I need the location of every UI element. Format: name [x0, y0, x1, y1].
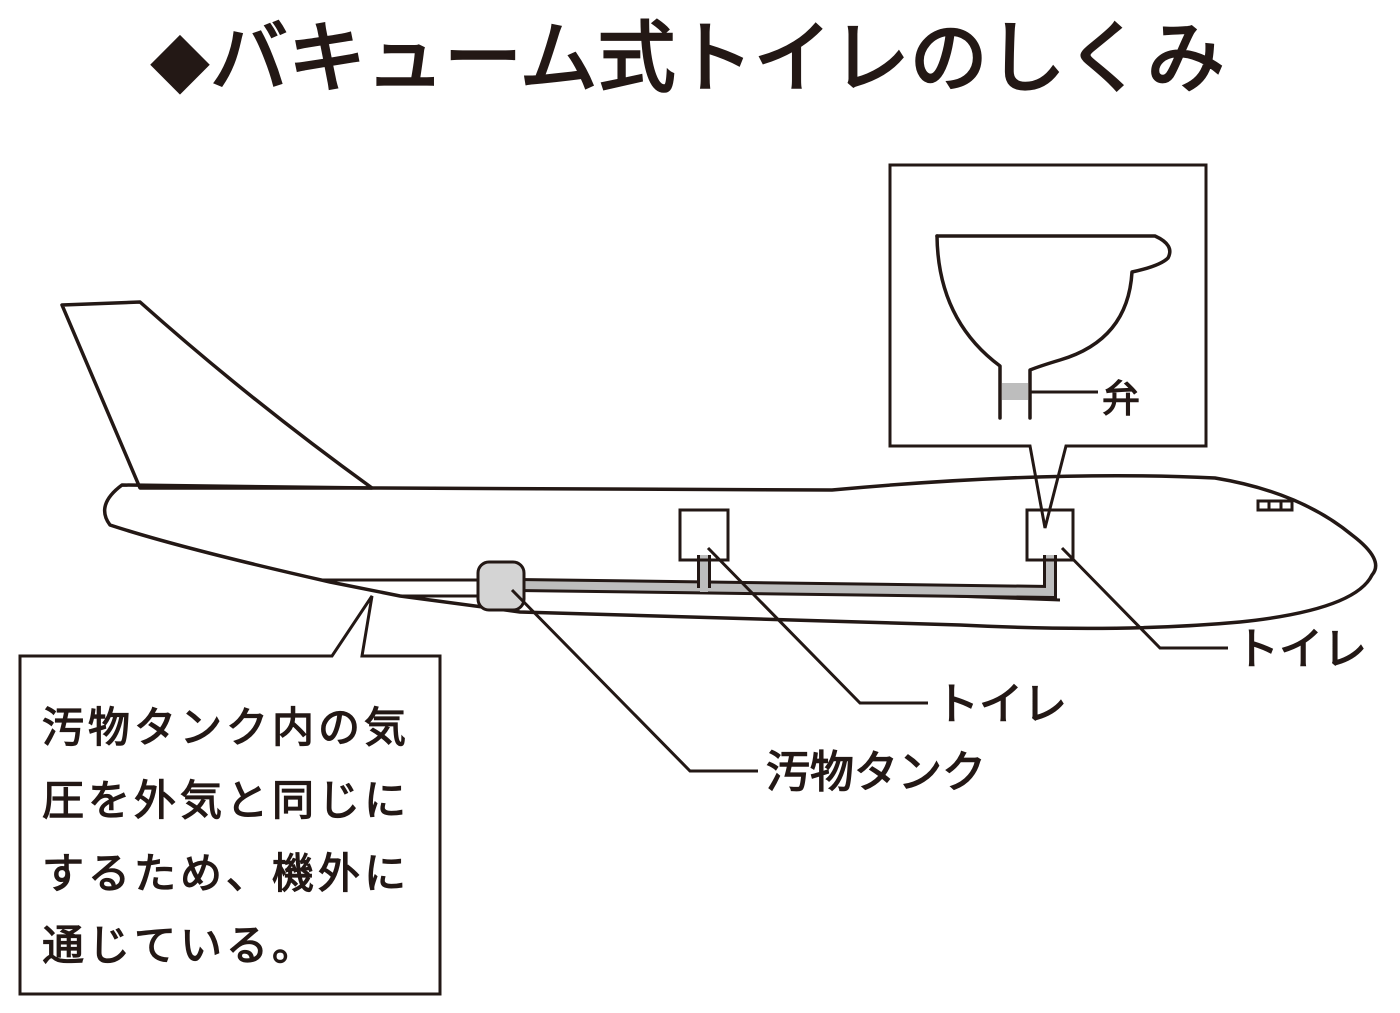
valve-callout: 弁 — [888, 163, 1208, 529]
tank-leader — [510, 588, 758, 773]
airplane — [60, 300, 1378, 631]
note-frame — [18, 595, 442, 996]
valve-label: 弁 — [1102, 377, 1140, 421]
diagram-title: ◆バキューム式トイレのしくみ — [150, 14, 1225, 104]
labels: トイレ トイレ 汚物タンク — [510, 546, 1367, 798]
valve — [1002, 383, 1028, 400]
toilet-front-leader — [1060, 546, 1228, 650]
note-line-4: 通じている。 — [42, 921, 318, 970]
note-line-3: するため、機外に — [42, 849, 410, 898]
toilet-mid-leader — [706, 546, 928, 705]
toilet-bowl-left — [935, 234, 1002, 420]
toilet-front-label: トイレ — [1235, 624, 1367, 675]
vent-note: 汚物タンク内の気 圧を外気と同じに するため、機外に 通じている。 — [18, 595, 442, 996]
waste-pipe-inner — [517, 555, 1054, 597]
tail-fin — [60, 300, 374, 490]
tank-label: 汚物タンク — [766, 747, 986, 798]
toilet-box-mid — [678, 508, 730, 562]
cockpit-window — [1256, 499, 1294, 512]
note-line-1: 汚物タンク内の気 — [42, 703, 410, 752]
toilet-bowl — [935, 234, 1172, 420]
waste-tank — [476, 560, 526, 612]
note-line-2: 圧を外気と同じに — [42, 776, 410, 825]
toilet-mid-label: トイレ — [935, 679, 1067, 730]
callout-frame — [888, 163, 1208, 529]
fuselage — [102, 473, 1378, 631]
